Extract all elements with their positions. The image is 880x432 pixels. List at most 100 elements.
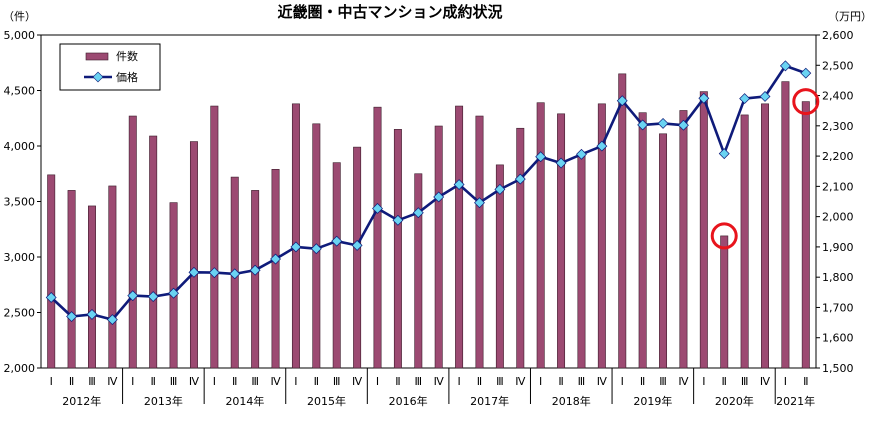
quarter-label: Ⅰ [50, 375, 53, 388]
right-tick-label: 2,500 [822, 59, 854, 72]
bar [659, 133, 668, 369]
price-marker [310, 243, 322, 255]
price-marker [800, 67, 812, 79]
right-tick-label: 2,600 [822, 29, 854, 42]
bar [597, 103, 606, 369]
right-tick-label: 1,800 [822, 271, 854, 284]
year-label: 2017年 [470, 394, 509, 408]
bar [108, 185, 117, 369]
bar [353, 146, 362, 369]
price-marker [576, 148, 587, 160]
quarter-label: Ⅰ [621, 375, 624, 388]
chart-title: 近畿圏・中古マンション成約状況 [277, 3, 502, 21]
left-tick-label: 4,000 [4, 140, 36, 153]
right-tick-label: 2,000 [822, 211, 854, 224]
year-label: 2016年 [389, 394, 428, 408]
bar [761, 103, 769, 369]
bar [169, 202, 178, 369]
quarter-label: Ⅳ [760, 375, 771, 388]
right-tick-label: 1,600 [822, 332, 854, 345]
price-marker [474, 197, 485, 209]
right-tick-label: 2,400 [822, 90, 854, 103]
legend-line-marker [92, 71, 104, 83]
year-label: 2015年 [307, 394, 346, 408]
year-label: 2012年 [62, 394, 101, 408]
left-axis-unit: （件） [3, 10, 36, 23]
bar [557, 113, 566, 369]
bar [577, 155, 586, 369]
price-marker [188, 266, 200, 278]
left-tick-label: 3,500 [4, 196, 36, 209]
quarter-label: Ⅱ [640, 375, 645, 388]
bar [291, 103, 300, 369]
quarter-label: Ⅳ [597, 375, 608, 388]
price-marker [290, 241, 302, 253]
price-marker [739, 93, 751, 105]
bar [271, 169, 280, 369]
quarter-label: Ⅲ [741, 375, 749, 388]
bar [251, 190, 260, 369]
quarter-label: Ⅳ [352, 375, 363, 388]
bar [618, 73, 627, 369]
highlight-circle [792, 88, 820, 116]
price-marker [372, 203, 383, 214]
quarter-label: Ⅰ [213, 375, 216, 388]
quarter-label: Ⅲ [251, 375, 259, 388]
price-marker [168, 287, 180, 299]
legend-bar-swatch [85, 52, 109, 61]
quarter-label: Ⅲ [170, 375, 178, 388]
legend-bar-label: 件数 [116, 50, 138, 63]
quarter-label: Ⅳ [189, 375, 200, 388]
bar [149, 135, 158, 369]
bar [373, 106, 382, 369]
year-label: 2019年 [633, 394, 672, 408]
bar [638, 112, 647, 369]
quarter-label: Ⅱ [150, 375, 155, 388]
right-tick-label: 1,500 [822, 362, 854, 375]
bar [455, 105, 464, 369]
price-marker [351, 239, 363, 251]
right-tick-label: 1,700 [822, 301, 854, 314]
price-marker [555, 157, 567, 169]
year-label: 2020年 [715, 394, 754, 408]
price-marker [453, 179, 465, 190]
bar [332, 162, 341, 369]
price-marker [759, 91, 771, 102]
quarter-label: Ⅰ [376, 375, 379, 388]
bar [189, 141, 198, 369]
price-marker [779, 60, 791, 72]
quarter-label: Ⅳ [107, 375, 118, 388]
bar [781, 81, 790, 369]
left-tick-label: 5,000 [4, 29, 36, 42]
quarter-label: Ⅲ [659, 375, 667, 388]
right-axis-unit: （万円） [828, 10, 872, 23]
price-marker [392, 214, 404, 226]
bar [536, 102, 545, 369]
left-tick-label: 2,000 [4, 362, 36, 375]
left-tick-label: 2,500 [4, 307, 36, 320]
bar [679, 110, 688, 369]
quarter-label: Ⅲ [496, 375, 504, 388]
quarter-label: Ⅲ [88, 375, 96, 388]
year-label: 2021年 [776, 394, 815, 408]
price-marker [249, 264, 261, 276]
left-tick-label: 3,000 [4, 251, 36, 264]
price-marker [270, 253, 281, 265]
price-marker [494, 183, 506, 195]
quarter-label: Ⅲ [415, 375, 423, 388]
quarter-label: Ⅲ [333, 375, 341, 388]
bar [67, 190, 76, 369]
price-marker [718, 148, 730, 160]
price-marker [66, 311, 78, 322]
price-marker [127, 290, 139, 302]
bar [516, 127, 525, 369]
quarter-label: Ⅱ [232, 375, 237, 388]
price-marker [637, 119, 649, 131]
quarter-label: Ⅰ [294, 375, 297, 388]
quarter-label: Ⅰ [784, 375, 787, 388]
year-label: 2018年 [552, 394, 591, 408]
bar [393, 129, 402, 369]
quarter-label: Ⅱ [477, 375, 482, 388]
legend-line-label: 価格 [116, 70, 138, 84]
